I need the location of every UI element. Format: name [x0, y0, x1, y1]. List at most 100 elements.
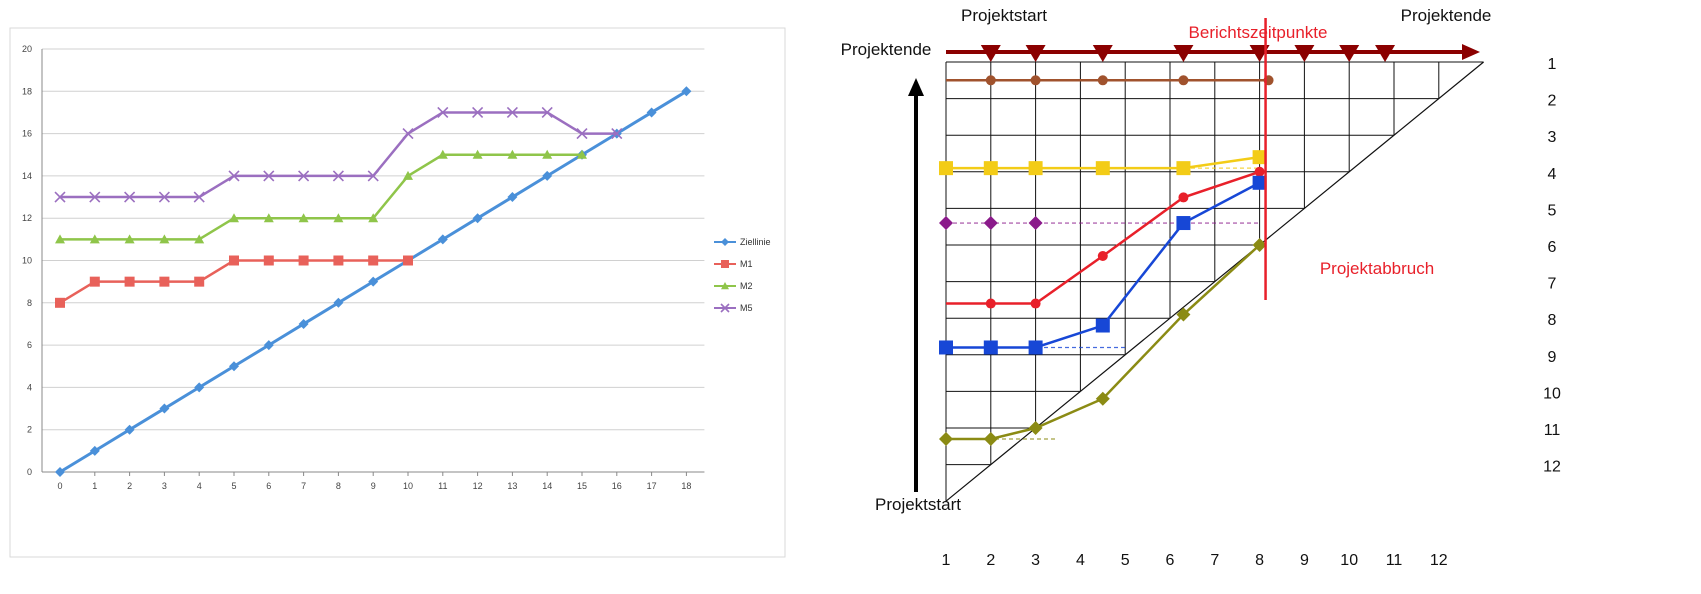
- data-point-red: [985, 298, 996, 309]
- x-tick-label: 7: [301, 481, 306, 491]
- series-line-olive: [946, 244, 1261, 441]
- data-point-m1: [194, 276, 205, 287]
- data-point-ziellinie: [89, 445, 100, 456]
- data-point-yellow: [983, 161, 998, 176]
- data-point-m2: [437, 149, 448, 159]
- data-point-blue: [1028, 340, 1043, 355]
- x-tick-label: 0: [57, 481, 62, 491]
- data-point-yellow: [1176, 161, 1191, 176]
- y-tick-label: 14: [22, 171, 32, 181]
- data-point-olive: [1252, 238, 1267, 252]
- data-point-m1: [229, 255, 239, 266]
- data-point-m2: [368, 213, 379, 223]
- x-tick-label: 18: [681, 481, 691, 491]
- label-projektstart-bottom: Projektstart: [875, 495, 961, 514]
- x-tick-label: 1: [92, 481, 97, 491]
- data-point-ziellinie: [507, 192, 518, 203]
- data-point-m2: [577, 149, 587, 159]
- x-tick-label: 6: [266, 481, 271, 491]
- data-point-olive: [1028, 421, 1043, 435]
- y-tick-label: 2: [27, 425, 32, 435]
- y-tick-label: 18: [22, 86, 32, 96]
- data-point-m5: [506, 106, 518, 119]
- left-chart-legend: Ziellinie M1 M2 M5: [714, 237, 771, 313]
- report-marker-triangle: [1092, 45, 1113, 62]
- data-point-m5: [158, 191, 170, 203]
- data-point-m5: [611, 128, 623, 140]
- legend-label-ziellinie: Ziellinie: [740, 237, 771, 247]
- legend-marker-m2: [721, 282, 729, 290]
- time-axis-arrowhead: [908, 78, 924, 96]
- y-tick-label: 8: [27, 298, 32, 308]
- report-marker-triangle: [980, 45, 1001, 62]
- x-tick-label: 6: [1166, 552, 1175, 569]
- row-label: 2: [1548, 93, 1557, 110]
- data-point-m2: [403, 170, 413, 180]
- data-point-ziellinie: [263, 340, 274, 351]
- data-point-m2: [159, 234, 170, 244]
- legend-marker-m1: [721, 260, 729, 268]
- data-point-m2: [194, 234, 205, 244]
- data-point-ziellinie: [437, 234, 448, 245]
- row-label: 5: [1548, 202, 1557, 219]
- x-tick-label: 12: [473, 481, 483, 491]
- x-tick-label: 9: [1300, 552, 1309, 569]
- data-point-ziellinie: [368, 276, 379, 287]
- data-point-m2: [89, 234, 100, 244]
- row-label: 6: [1548, 239, 1557, 256]
- x-tick-label: 12: [1430, 552, 1448, 569]
- data-point-m5: [54, 191, 66, 203]
- report-marker-triangle: [1025, 45, 1046, 62]
- right-chart-annotations: Projektstart Projektende Projektende Pro…: [841, 6, 1561, 569]
- row-label: 3: [1548, 129, 1557, 146]
- data-point-ziellinie: [646, 107, 657, 118]
- data-point-blue: [983, 340, 998, 355]
- row-label: 4: [1548, 166, 1557, 183]
- data-point-m2: [124, 234, 135, 244]
- data-point-m2: [263, 213, 274, 223]
- data-point-blue: [1176, 216, 1191, 231]
- series-line-m2: [60, 153, 582, 241]
- data-point-ziellinie: [298, 318, 309, 329]
- data-point-red: [1254, 166, 1265, 177]
- data-point-ziellinie: [159, 403, 170, 414]
- data-point-m1: [89, 276, 100, 287]
- data-point-olive: [1176, 307, 1191, 322]
- data-point-m1: [298, 255, 309, 266]
- data-point-m5: [193, 191, 205, 203]
- data-point-ziellinie: [229, 361, 239, 372]
- data-point-m5: [89, 191, 101, 203]
- label-projektende-left: Projektende: [841, 40, 932, 59]
- y-tick-label: 0: [27, 467, 32, 477]
- report-marker-triangle: [1375, 45, 1396, 62]
- data-point-m2: [229, 213, 239, 223]
- data-point-m5: [263, 170, 275, 182]
- data-point-m2: [55, 234, 65, 244]
- label-projektstart-top: Projektstart: [961, 6, 1047, 25]
- data-point-m5: [228, 170, 240, 182]
- report-marker-triangle: [1173, 45, 1194, 62]
- data-point-m1: [263, 255, 274, 266]
- y-tick-label: 20: [22, 44, 32, 54]
- data-point-m5: [541, 106, 553, 119]
- x-tick-label: 2: [986, 552, 995, 569]
- data-point-olive: [1095, 391, 1110, 406]
- left-chart-series: [54, 86, 692, 477]
- data-point-m2: [298, 213, 309, 223]
- data-point-purple: [939, 216, 953, 231]
- data-point-m1: [333, 255, 344, 266]
- x-tick-label: 9: [371, 481, 376, 491]
- data-point-brown: [1030, 75, 1041, 86]
- data-point-brown: [1097, 75, 1108, 86]
- x-tick-label: 11: [438, 481, 447, 491]
- data-point-ziellinie: [124, 424, 135, 435]
- data-point-ziellinie: [681, 86, 692, 97]
- data-point-ziellinie: [333, 297, 344, 308]
- data-point-m2: [507, 149, 518, 159]
- left-chart-frame: [9, 27, 786, 558]
- legend-marker-ziellinie: [721, 238, 729, 246]
- row-label: 11: [1544, 422, 1561, 439]
- report-timeline-arrowhead: [1462, 44, 1480, 60]
